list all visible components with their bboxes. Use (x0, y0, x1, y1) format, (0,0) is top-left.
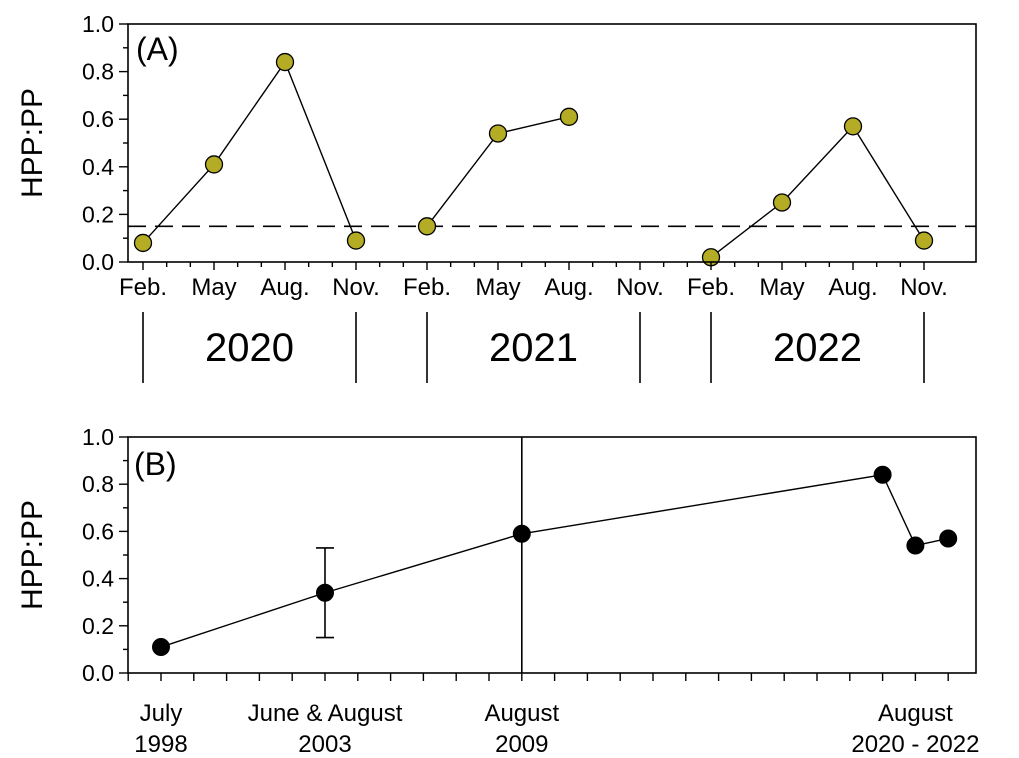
panel-a-y-tick-label: 0.4 (82, 154, 114, 180)
panel-a-x-tick-label: Feb. (119, 274, 167, 301)
panel-b: (B) HPP:PP 0.00.20.40.60.81.0 July1998Ju… (16, 424, 979, 758)
panel-b-y-tick-label: 0.6 (82, 518, 114, 544)
panel-a-x-tick-label: Aug. (260, 274, 309, 301)
panel-b-y-axis-label: HPP:PP (16, 500, 49, 610)
panel-b-data-point (873, 465, 892, 484)
panel-a-data-point (204, 155, 224, 174)
panel-a-year-label: 2022 (773, 326, 862, 370)
panel-a-data-point (275, 52, 295, 72)
panel-a-series-line (710, 125, 925, 258)
panel-b-y-tick-label: 0.0 (82, 660, 114, 686)
panel-b-x-label-line2: 2003 (298, 731, 351, 758)
panel-a-data-point (488, 124, 508, 143)
panel-b-x-label-line1: June & August (248, 700, 403, 727)
panel-a-y-axis-label: HPP:PP (16, 88, 49, 198)
panel-b-x-axis: July 1998 June & August 2003 August 2009 Augus… (127, 673, 979, 758)
panel-a-data-point (133, 233, 153, 253)
panel-b-y-tick-label: 0.2 (82, 613, 114, 639)
panel-a-label: (A) (136, 31, 179, 67)
panel-a-marks (128, 52, 976, 267)
panel-b-x-label-line2: 1998 (134, 731, 187, 758)
panel-a-x-tick-label: Aug. (828, 274, 877, 301)
panel-b-x-label-line2: 2009 (495, 731, 548, 758)
panel-a-data-point (843, 117, 863, 136)
panel-b-series-line (160, 473, 949, 648)
panel-a-y-tick-label: 0.2 (82, 201, 114, 227)
panel-b-y-axis: 0.0 0.2 0.4 0.6 0.8 1.0 (82, 424, 128, 686)
panel-a-year-groups: 2020 2021 2022 (142, 312, 925, 383)
panel-b-plot-frame (127, 436, 977, 674)
panel-b-data-point (939, 529, 958, 548)
panel-a-x-axis: Feb. May Aug. Nov. Feb. May Aug. Nov. Feb. May Aug… (119, 262, 948, 301)
panel-a-data-point (417, 217, 437, 236)
panel-a-plot-frame (127, 23, 977, 263)
panel-a-y-tick-label: 0.0 (82, 249, 114, 275)
panel-b-x-label-line1: August (484, 700, 559, 727)
panel-b-y-tick-label: 0.4 (82, 566, 114, 592)
panel-a-x-tick-label: May (475, 274, 520, 301)
panel-a-x-tick-label: May (191, 274, 236, 301)
panel-a-x-tick-label: May (759, 274, 804, 301)
panel-b-data-point (316, 583, 334, 602)
panel-a-y-tick-label: 0.8 (82, 59, 114, 85)
panel-b-data-point (152, 638, 170, 657)
panel-b-x-label-line1: August (878, 700, 953, 727)
panel-a-x-tick-label: Feb. (403, 274, 451, 301)
panel-a-x-tick-label: Nov. (332, 274, 380, 301)
panel-b-y-tick-label: 1.0 (82, 424, 114, 450)
panel-a-x-tick-label: Nov. (900, 274, 948, 301)
panel-b-data-point (906, 536, 925, 555)
panel-b-x-label-line2: 2020 - 2022 (851, 731, 979, 758)
panel-a-y-tick-label: 1.0 (82, 11, 114, 37)
panel-a-y-axis: 0.0 0.2 0.4 0.6 0.8 1.0 (82, 11, 128, 275)
panel-a-data-point (772, 193, 792, 212)
panel-a-year-label: 2021 (489, 326, 578, 370)
panel-a-data-point (346, 231, 366, 250)
panel-a-data-point (914, 231, 934, 250)
panel-b-y-tick-label: 0.8 (82, 471, 114, 497)
panel-a: (A) HPP:PP 0.0 0.2 0.4 0.6 0.8 1.0 Feb. May Aug… (16, 11, 977, 383)
panel-a-series-line (142, 60, 357, 244)
panel-b-data-point (512, 524, 531, 543)
panel-a-x-tick-label: Nov. (616, 274, 664, 301)
panel-b-marks (152, 437, 958, 673)
panel-a-year-label: 2020 (205, 326, 294, 370)
panel-a-x-tick-label: Feb. (687, 274, 735, 301)
panel-a-x-tick-label: Aug. (544, 274, 593, 301)
panel-a-data-point (559, 107, 579, 126)
panel-b-x-label-line1: July (140, 700, 183, 727)
panel-b-label: (B) (134, 446, 177, 482)
panel-a-y-tick-label: 0.6 (82, 106, 114, 132)
